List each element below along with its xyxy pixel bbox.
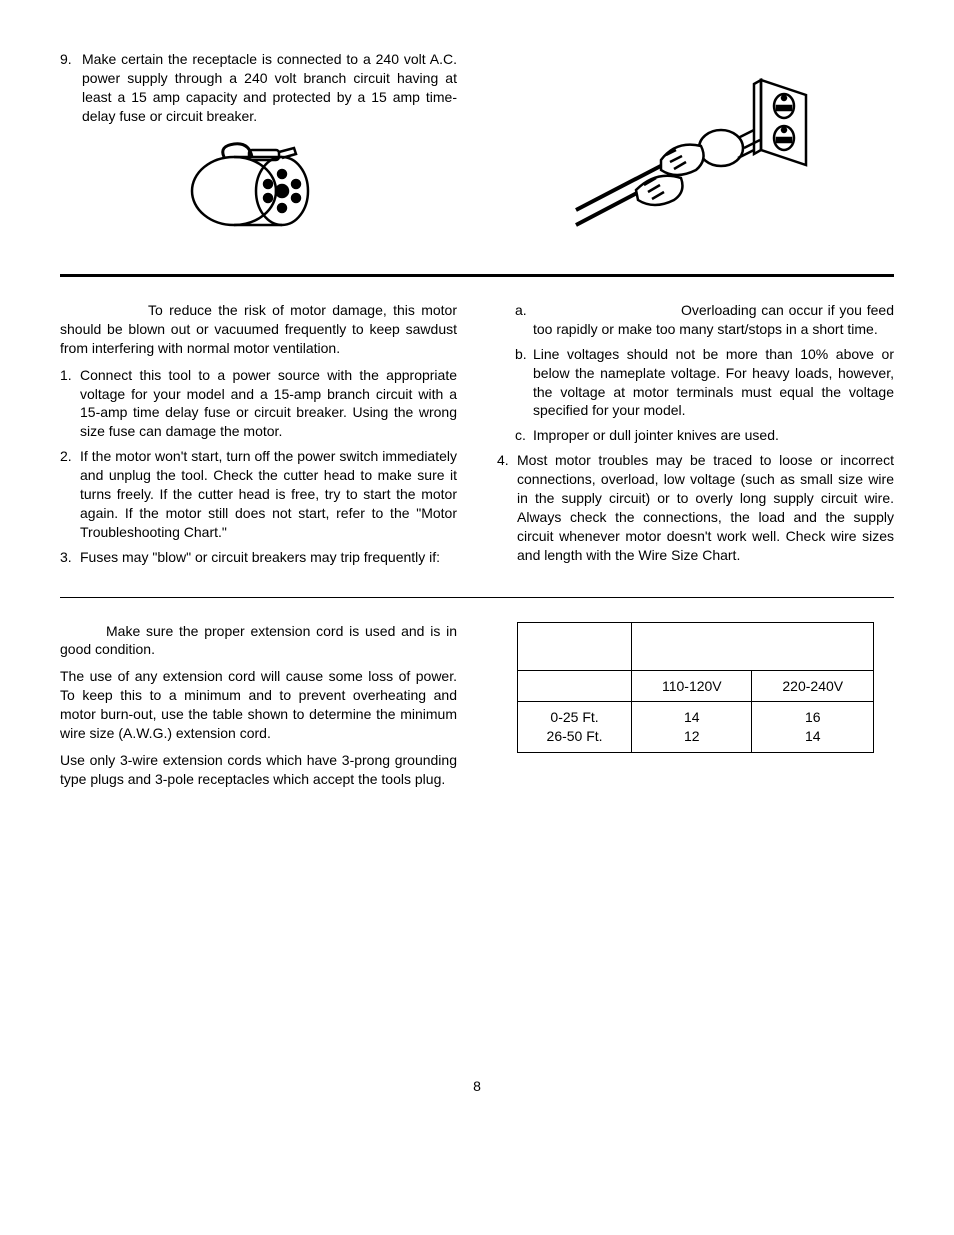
ext-p1: Make sure the proper extension cord is u… (60, 622, 457, 660)
table-cell-gauge-220: 16 14 (752, 702, 874, 753)
table-header-110v: 110-120V (632, 670, 752, 702)
col-right-3: 110-120V 220-240V 0-25 Ft. 26-50 Ft. 14 … (497, 622, 894, 797)
list-item-2: 2. If the motor won't start, turn off th… (60, 447, 457, 541)
item-letter: b. (515, 345, 533, 421)
col-right (497, 50, 894, 250)
item-letter: a. (515, 301, 533, 339)
sublist-item-b: b. Line voltages should not be more than… (497, 345, 894, 421)
list-item-4: 4. Most motor troubles may be traced to … (497, 451, 894, 564)
table-row: 110-120V 220-240V (517, 670, 873, 702)
list-item-9: 9. Make certain the receptacle is connec… (60, 50, 457, 126)
ext-p3: Use only 3-wire extension cords which ha… (60, 751, 457, 789)
item-number: 3. (60, 548, 80, 567)
table-row: 0-25 Ft. 26-50 Ft. 14 12 16 14 (517, 702, 873, 753)
table-cell-empty (632, 622, 874, 670)
page-number: 8 (60, 1077, 894, 1096)
item-letter: c. (515, 426, 533, 445)
table-cell-length: 0-25 Ft. 26-50 Ft. (517, 702, 631, 753)
section-extension-cord: Make sure the proper extension cord is u… (60, 622, 894, 797)
sublist-item-a: a. Overloading can occur if you feed too… (497, 301, 894, 339)
col-left-3: Make sure the proper extension cord is u… (60, 622, 457, 797)
length-range-1: 0-25 Ft. (526, 708, 623, 727)
item-text: If the motor won't start, turn off the p… (80, 447, 457, 541)
table-cell-gauge-110: 14 12 (632, 702, 752, 753)
divider-thick (60, 274, 894, 277)
item-number: 9. (60, 50, 82, 126)
section-top: 9. Make certain the receptacle is connec… (60, 50, 894, 250)
col-left: 9. Make certain the receptacle is connec… (60, 50, 457, 250)
item-number: 1. (60, 366, 80, 442)
motor-illustration (174, 136, 344, 246)
table-cell-empty (517, 622, 631, 670)
divider-thin (60, 597, 894, 598)
item-number: 4. (497, 451, 517, 564)
wire-size-table: 110-120V 220-240V 0-25 Ft. 26-50 Ft. 14 … (517, 622, 874, 754)
col-right-2: a. Overloading can occur if you feed too… (497, 301, 894, 573)
length-range-2: 26-50 Ft. (526, 727, 623, 746)
item-text: Connect this tool to a power source with… (80, 366, 457, 442)
table-cell-empty (517, 670, 631, 702)
gauge-value: 14 (760, 727, 865, 746)
intro-paragraph: To reduce the risk of motor damage, this… (60, 301, 457, 358)
gauge-value: 16 (760, 708, 865, 727)
section-motor-safety: To reduce the risk of motor damage, this… (60, 301, 894, 573)
table-header-220v: 220-240V (752, 670, 874, 702)
list-item-1: 1. Connect this tool to a power source w… (60, 366, 457, 442)
table-row (517, 622, 873, 670)
col-left-2: To reduce the risk of motor damage, this… (60, 301, 457, 573)
item-text: Improper or dull jointer knives are used… (533, 426, 894, 445)
item-text: Overloading can occur if you feed too ra… (533, 301, 894, 339)
ext-p2: The use of any extension cord will cause… (60, 667, 457, 743)
item-text: Fuses may "blow" or circuit breakers may… (80, 548, 457, 567)
list-item-3: 3. Fuses may "blow" or circuit breakers … (60, 548, 457, 567)
item-text: Most motor troubles may be traced to loo… (517, 451, 894, 564)
gauge-value: 14 (640, 708, 743, 727)
gauge-value: 12 (640, 727, 743, 746)
item-text: Make certain the receptacle is connected… (82, 50, 457, 126)
item-text: Line voltages should not be more than 10… (533, 345, 894, 421)
sublist-item-c: c. Improper or dull jointer knives are u… (497, 426, 894, 445)
item-number: 2. (60, 447, 80, 541)
plug-outlet-illustration (566, 70, 826, 250)
